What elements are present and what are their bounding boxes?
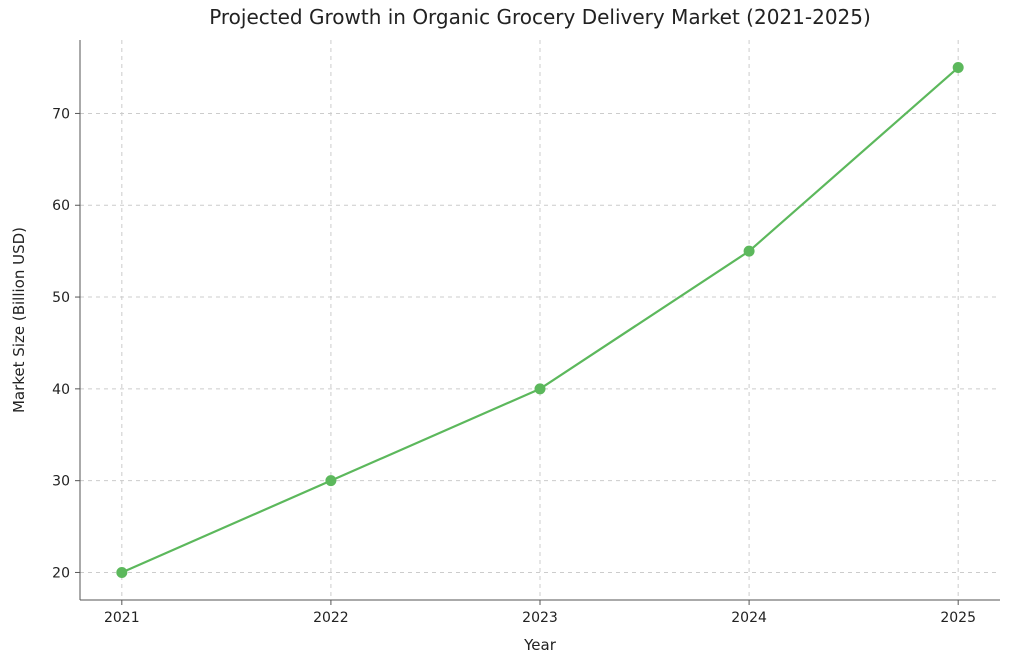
y-axis-label: Market Size (Billion USD) — [10, 227, 28, 413]
y-tick-label: 60 — [52, 198, 70, 214]
chart-container: 2021 2022 2023 2024 2025 20 30 40 50 60 70 Projecte… — [0, 0, 1024, 669]
y-tick-label: 40 — [52, 382, 70, 398]
x-axis-label: Year — [523, 636, 557, 654]
data-marker — [535, 384, 545, 394]
x-tick-label: 2025 — [940, 610, 976, 626]
y-tick-label: 30 — [52, 474, 70, 490]
x-tick-label: 2024 — [731, 610, 767, 626]
data-marker — [744, 246, 754, 256]
data-marker — [117, 567, 127, 577]
y-tick-label: 20 — [52, 565, 70, 581]
data-marker — [953, 63, 963, 73]
x-tick-label: 2023 — [522, 610, 558, 626]
data-marker — [326, 476, 336, 486]
y-tick-label: 70 — [52, 106, 70, 122]
x-tick-label: 2021 — [104, 610, 140, 626]
chart-title: Projected Growth in Organic Grocery Deli… — [209, 5, 871, 29]
y-tick-label: 50 — [52, 290, 70, 306]
line-chart-svg: 2021 2022 2023 2024 2025 20 30 40 50 60 70 Projecte… — [0, 0, 1024, 669]
x-tick-label: 2022 — [313, 610, 349, 626]
